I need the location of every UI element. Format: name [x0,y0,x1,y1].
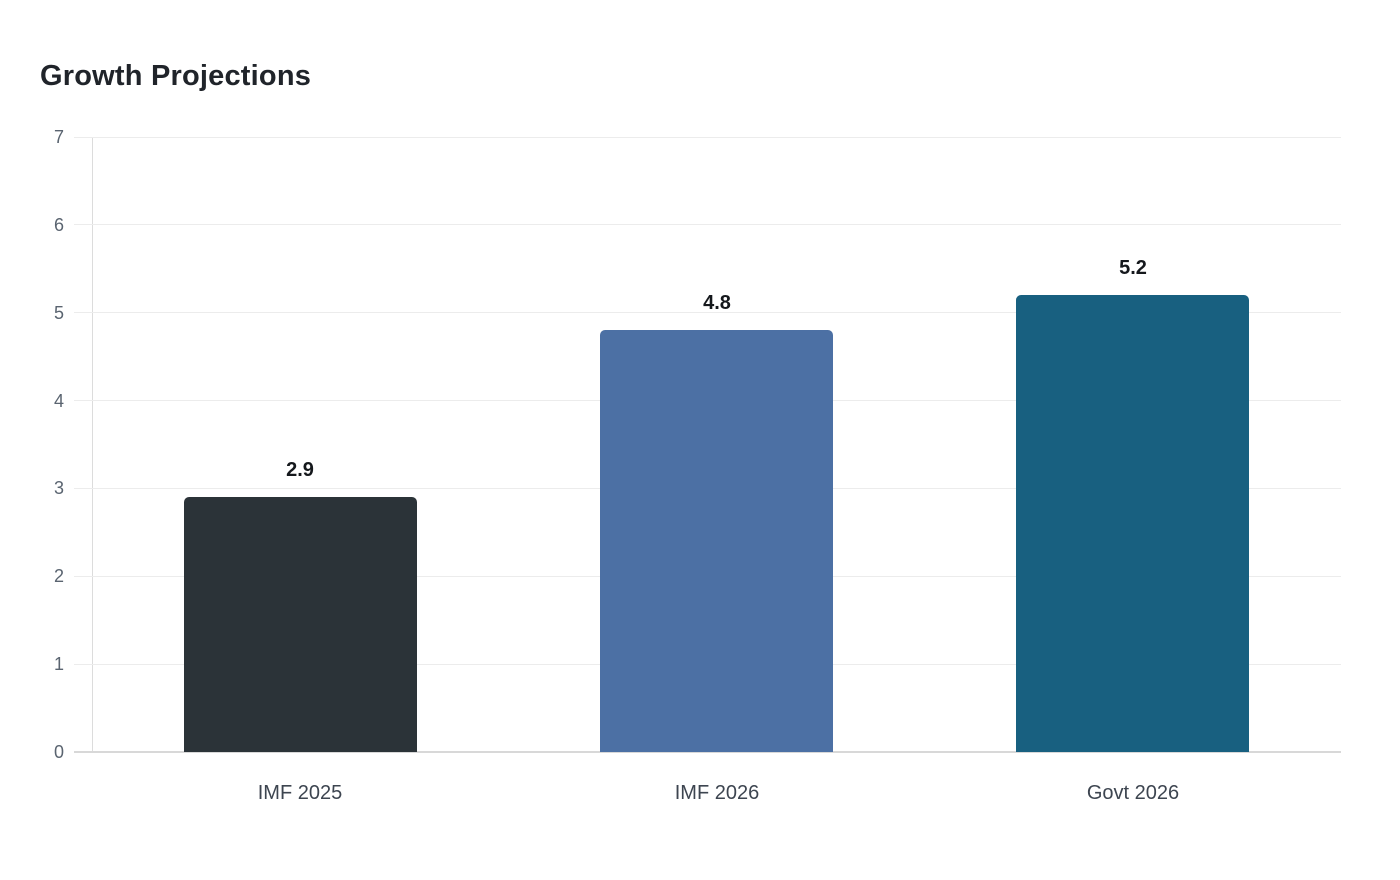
x-tick-label-govt-2026: Govt 2026 [1086,782,1180,804]
y-tick-label-5: 5 [53,303,64,323]
bar-imf-2025[interactable] [184,497,417,752]
x-axis-baseline [74,751,1341,753]
gridline-y-6 [74,224,1341,225]
x-tick-label-imf-2026: IMF 2026 [674,782,760,804]
y-axis-line [92,137,93,752]
y-tick-label-2: 2 [53,566,64,586]
y-tick-label-3: 3 [53,478,64,498]
chart-title: Growth Projections [40,60,312,92]
x-tick-label-imf-2025: IMF 2025 [257,782,343,804]
y-tick-label-1: 1 [53,654,64,674]
bar-value-label-govt-2026: 5.2 [1119,257,1147,279]
y-tick-label-4: 4 [53,391,64,411]
bar-value-label-imf-2026: 4.8 [703,292,731,314]
bar-value-label-imf-2025: 2.9 [286,459,314,481]
y-tick-label-7: 7 [53,127,64,147]
bar-imf-2026[interactable] [600,330,833,752]
y-tick-label-6: 6 [53,215,64,235]
gridline-y-7 [74,137,1341,138]
y-tick-label-0: 0 [53,742,64,762]
bar-govt-2026[interactable] [1016,295,1249,752]
gridline-y-5 [74,312,1341,313]
